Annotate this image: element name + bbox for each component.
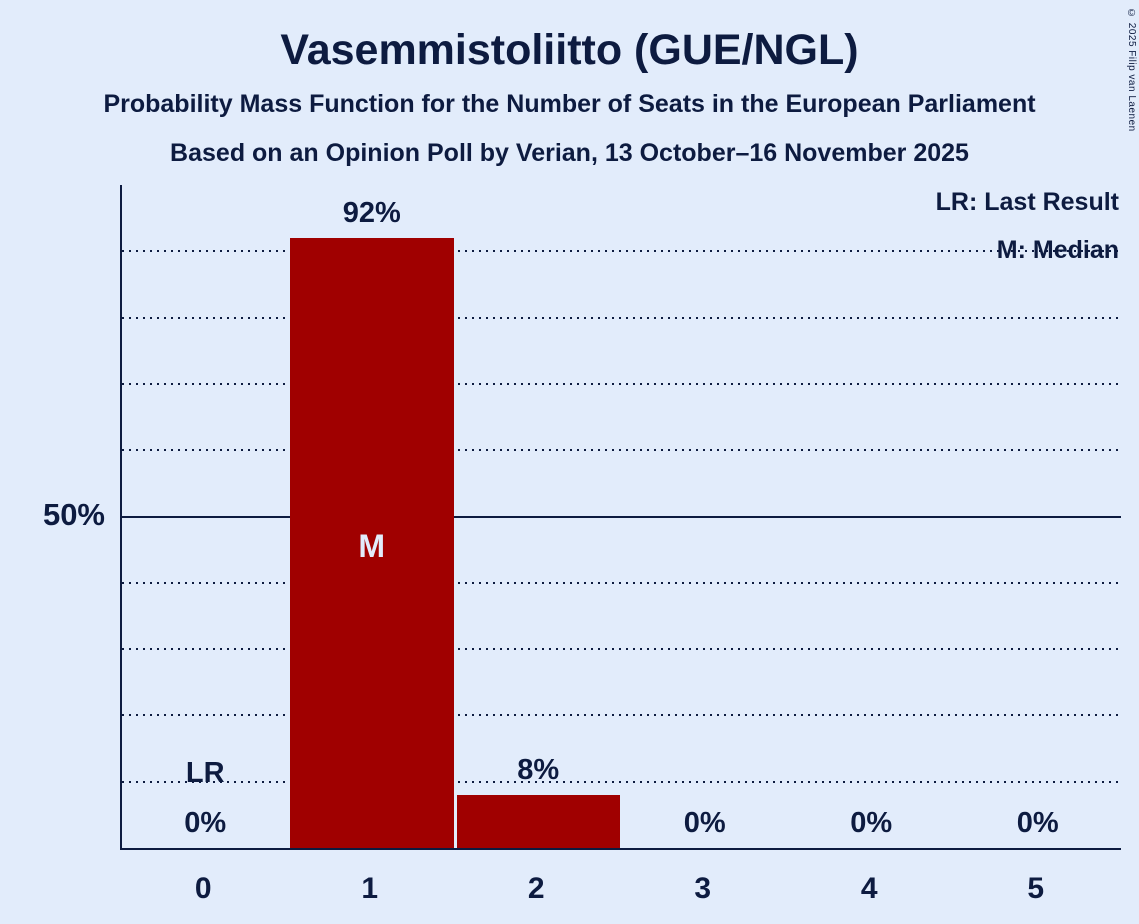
value-label-seats-1: 92%	[342, 197, 401, 230]
x-axis-label-1: 1	[361, 872, 379, 905]
value-label-seats-2: 8%	[517, 753, 560, 786]
gridline-dotted-20	[122, 714, 1121, 717]
gridline-solid-50	[122, 515, 1121, 518]
legend-last-result: LR: Last Result	[935, 188, 1119, 216]
chart-subtitle-line1: Probability Mass Function for the Number…	[103, 90, 1036, 118]
legend-median: M: Median	[996, 236, 1119, 264]
x-axis-label-0: 0	[194, 872, 212, 905]
chart-title: Vasemmistoliitto (GUE/NGL)	[280, 26, 859, 74]
gridline-dotted-90	[122, 250, 1121, 253]
gridline-dotted-10	[122, 780, 1121, 783]
x-axis-label-2: 2	[527, 872, 545, 905]
gridline-dotted-70	[122, 382, 1121, 385]
bar-seats-2	[456, 794, 620, 848]
gridline-dotted-30	[122, 648, 1121, 651]
x-axis-label-4: 4	[860, 872, 878, 905]
chart-subtitle-line2: Based on an Opinion Poll by Verian, 13 O…	[170, 139, 969, 167]
value-label-seats-4: 0%	[850, 807, 893, 839]
gridline-dotted-40	[122, 581, 1121, 584]
plot-area: 0% 92% 8% 0% 0% 0% LR M	[120, 185, 1121, 850]
chart-legend: LR: Last Result M: Median	[936, 178, 1119, 274]
median-marker: M	[358, 528, 386, 564]
x-axis-label-3: 3	[694, 872, 712, 905]
x-axis-label-5: 5	[1027, 872, 1045, 905]
last-result-marker: LR	[185, 757, 225, 789]
value-label-seats-5: 0%	[1016, 807, 1059, 839]
gridline-dotted-80	[122, 316, 1121, 319]
value-label-seats-0: 0%	[184, 807, 227, 839]
y-axis-tick-label: 50%	[42, 497, 105, 532]
gridline-dotted-60	[122, 449, 1121, 452]
value-label-seats-3: 0%	[683, 807, 726, 839]
x-axis-labels: 0 1 2 3 4 5	[120, 872, 1119, 912]
copyright-text: © 2025 Filip van Laenen	[1126, 8, 1137, 132]
bar-seats-1	[290, 238, 454, 848]
